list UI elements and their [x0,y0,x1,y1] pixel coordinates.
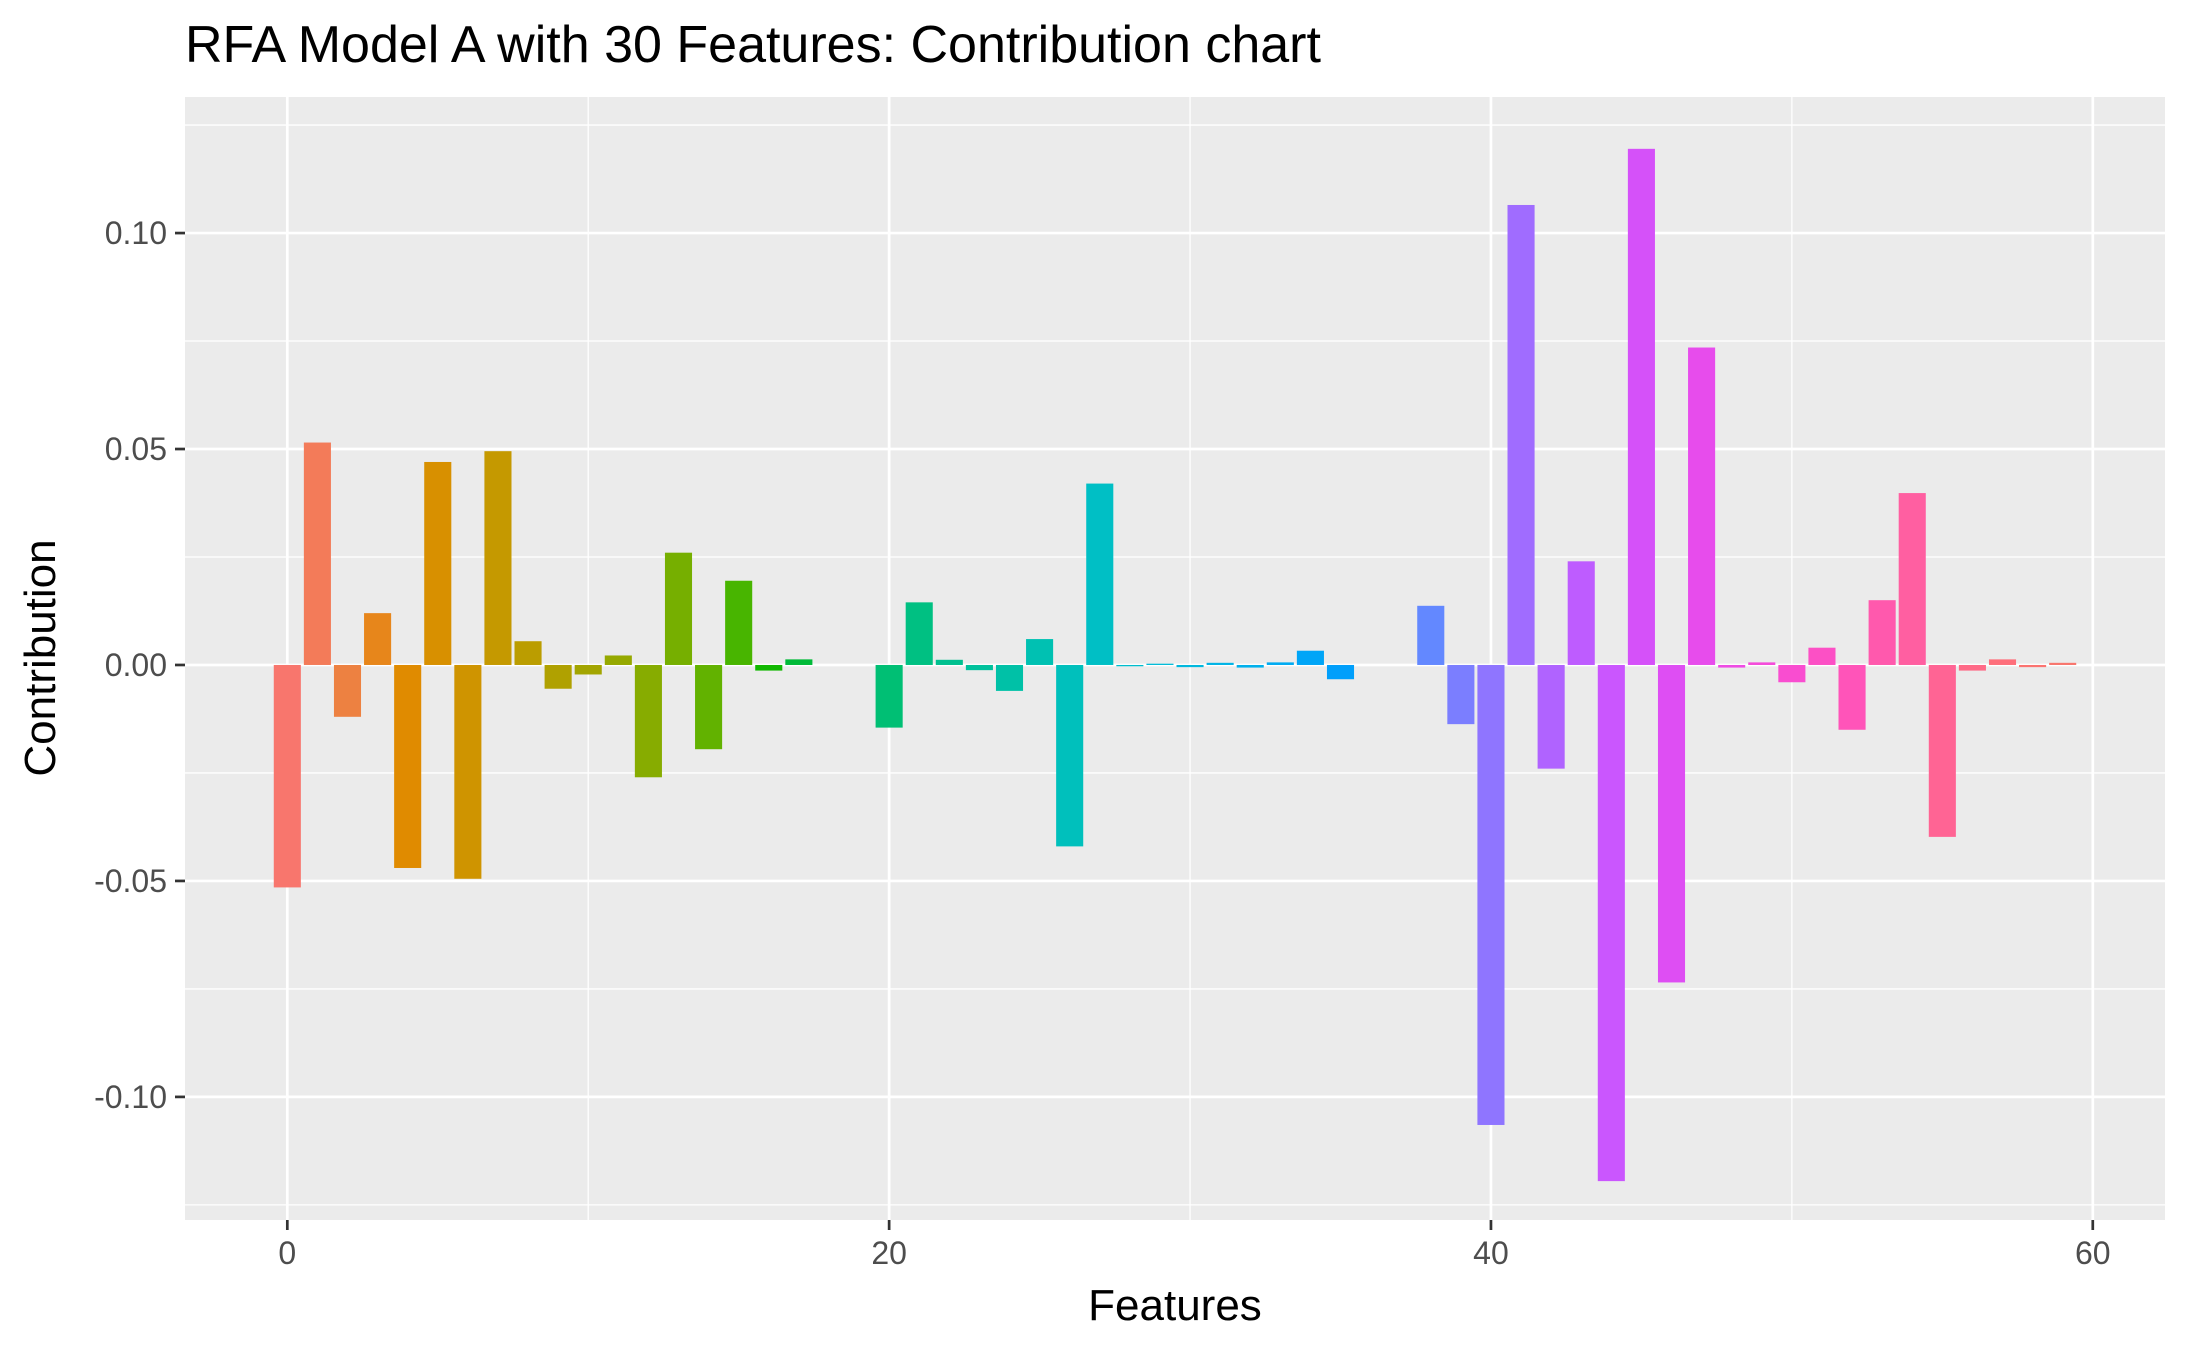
bar-feature-29 [1146,663,1174,665]
y-tick-label: 0.10 [105,215,167,251]
x-tick-label: 20 [871,1235,907,1271]
bar-feature-6 [454,664,482,879]
bar-feature-0 [273,664,301,888]
bar-feature-51 [1808,647,1836,665]
bar-feature-21 [905,602,933,665]
bar-feature-10 [574,664,602,675]
bar-feature-17 [785,659,813,665]
bar-feature-31 [1206,662,1234,665]
axis-ticks: -0.10 -0.05 0.00 0.05 0.10 0 20 40 60 [94,215,2111,1271]
y-tick-label: 0.00 [105,647,167,683]
bar-feature-47 [1688,347,1716,665]
bar-feature-2 [333,664,362,717]
bar-feature-26 [1056,664,1084,847]
bar-feature-34 [1296,650,1324,665]
bar-feature-55 [1928,664,1956,837]
bar-feature-40 [1477,664,1505,1125]
bar-feature-32 [1236,664,1264,668]
x-tick-label: 40 [1473,1235,1509,1271]
bar-feature-24 [995,664,1024,691]
bar-feature-50 [1778,664,1806,683]
x-tick-label: 0 [278,1235,296,1271]
y-tick-label: -0.05 [94,863,167,899]
bar-feature-59 [2049,662,2077,665]
bar-feature-14 [695,664,723,750]
bar-feature-33 [1266,662,1294,665]
chart-title: RFA Model A with 30 Features: Contributi… [185,16,1321,74]
bar-feature-7 [484,451,512,665]
bar-feature-1 [303,442,331,665]
bar-feature-30 [1176,664,1204,668]
bar-feature-9 [544,664,572,689]
x-tick-label: 60 [2075,1235,2111,1271]
bar-feature-46 [1657,664,1686,983]
x-axis-title: Features [1088,1281,1262,1330]
bar-feature-35 [1326,664,1355,680]
bars [273,148,2077,1182]
bar-feature-12 [634,664,662,778]
bar-feature-53 [1868,600,1896,665]
bar-feature-20 [875,664,903,728]
bar-feature-4 [394,664,422,868]
bar-feature-11 [604,655,632,665]
bar-feature-54 [1898,493,1926,665]
bar-feature-15 [725,580,753,665]
bar-feature-25 [1026,639,1054,665]
y-tick-label: -0.10 [94,1079,167,1115]
bar-feature-43 [1567,561,1595,665]
bar-feature-22 [935,659,963,665]
bar-feature-49 [1748,662,1776,665]
bar-feature-16 [755,664,783,671]
plot-panel [185,97,2165,1220]
y-axis-title: Contribution [16,539,65,776]
bar-feature-42 [1537,664,1565,769]
bar-feature-28 [1116,664,1144,667]
bar-feature-3 [364,613,392,665]
bar-feature-23 [965,664,993,671]
bar-feature-41 [1507,204,1535,665]
bar-feature-8 [514,641,542,665]
bar-feature-45 [1627,148,1655,665]
bar-feature-56 [1958,664,1986,671]
bar-feature-13 [664,552,693,665]
y-tick-label: 0.05 [105,431,167,467]
bar-feature-48 [1718,664,1746,668]
bar-feature-57 [1988,659,2017,665]
bar-feature-39 [1447,664,1475,725]
bar-feature-38 [1417,605,1445,665]
bar-feature-44 [1597,664,1625,1182]
bar-feature-5 [424,461,452,665]
bar-feature-27 [1086,483,1114,665]
bar-feature-52 [1838,664,1866,730]
bar-feature-58 [2019,664,2047,668]
